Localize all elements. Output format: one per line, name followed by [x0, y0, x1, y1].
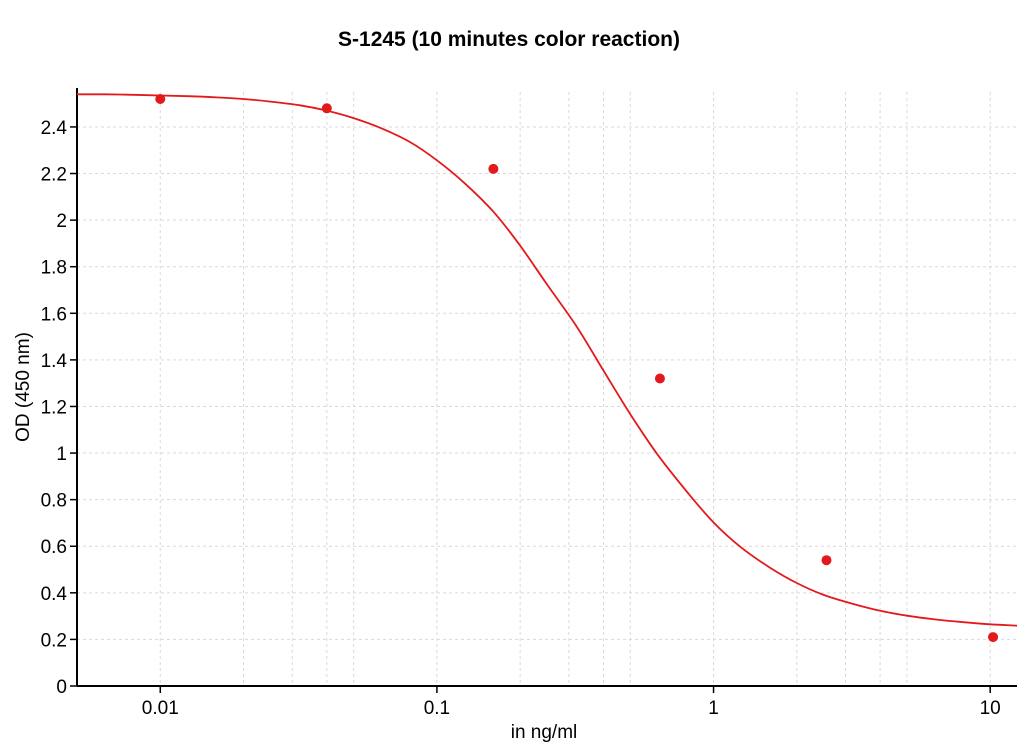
data-points: [155, 93, 999, 643]
x-tick-label: 0.01: [142, 698, 179, 719]
data-point: [821, 555, 832, 566]
y-tick-label: 0: [56, 677, 67, 698]
y-tick-label: 1.4: [41, 351, 68, 372]
y-tick-label: 0.6: [41, 537, 67, 558]
fitted-curve: [77, 93, 1017, 627]
y-tick-label: 1.8: [41, 258, 67, 279]
data-point: [155, 93, 166, 104]
y-tick-label: 0.8: [41, 491, 67, 512]
axes: [70, 88, 1017, 693]
fitted-curve-line: [77, 93, 1017, 627]
tick-labels: 0 0.2 0.4 0.6 0.8 1 1.2 1.4 1.6 1.8 2 2.2 2.4 0.01 0.1…: [41, 118, 1001, 719]
y-tick-label: 2.2: [41, 165, 67, 186]
x-tick-label: 0.1: [424, 698, 450, 719]
x-axis-label: in ng/ml: [511, 722, 578, 743]
y-tick-label: 0.4: [41, 584, 68, 605]
grid-lines: [76, 92, 1017, 686]
data-point: [488, 163, 499, 174]
y-tick-label: 0.2: [41, 630, 67, 651]
y-tick-label: 1.2: [41, 397, 67, 418]
x-tick-label: 1: [708, 698, 719, 719]
y-tick-label: 2: [56, 211, 67, 232]
y-tick-label: 2.4: [41, 118, 68, 139]
chart-title: S-1245 (10 minutes color reaction): [338, 28, 680, 51]
y-axis-label: OD (450 nm): [13, 332, 34, 442]
data-point: [321, 103, 332, 114]
y-tick-label: 1: [56, 444, 67, 465]
data-point: [654, 373, 665, 384]
data-point: [988, 632, 999, 643]
x-tick-label: 10: [980, 698, 1001, 719]
y-tick-label: 1.6: [41, 304, 67, 325]
